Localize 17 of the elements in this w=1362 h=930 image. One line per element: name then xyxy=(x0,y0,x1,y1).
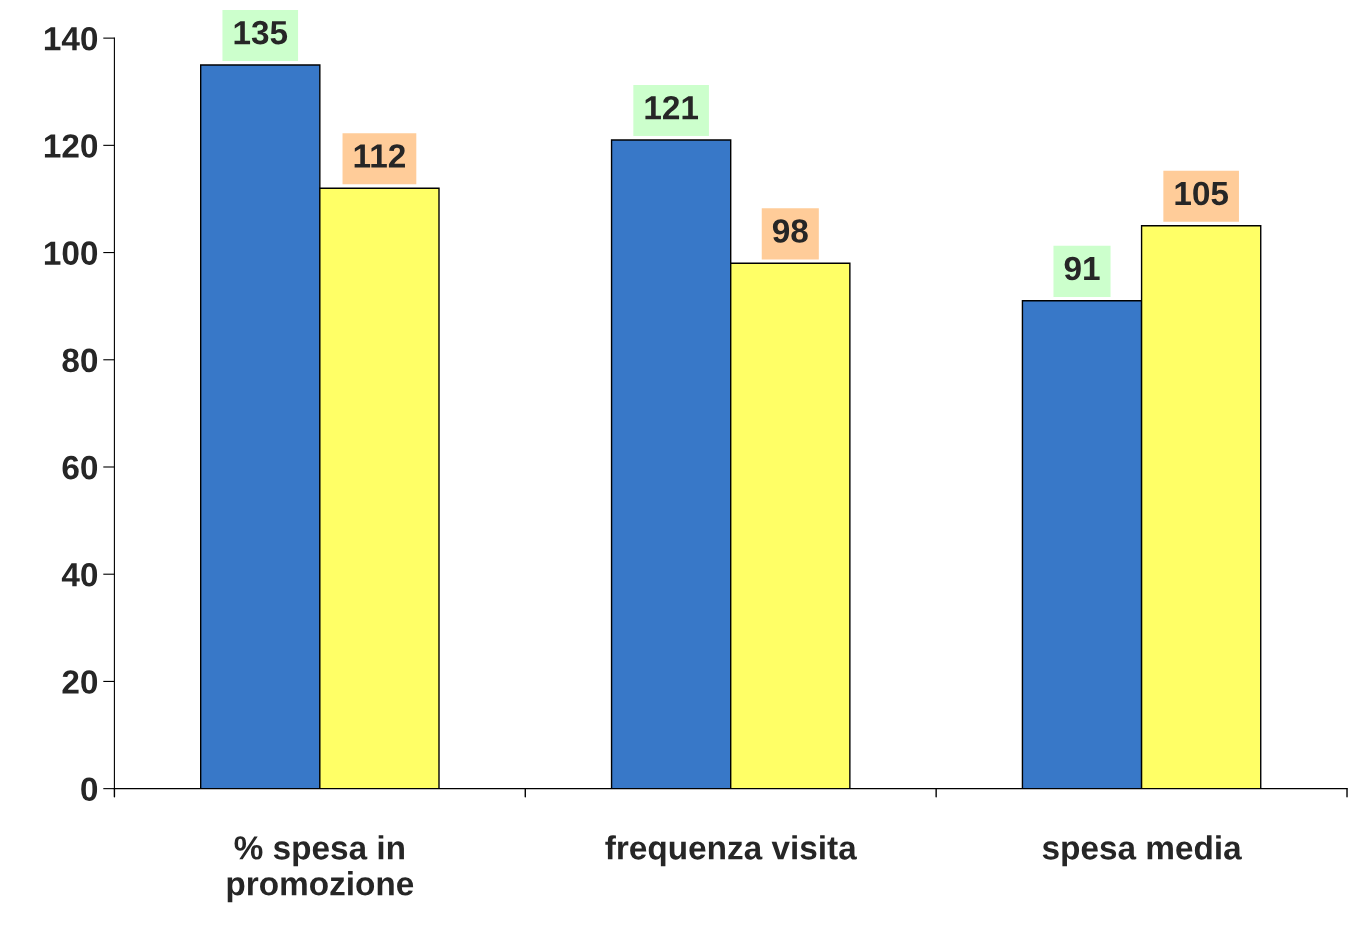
data-label: 91 xyxy=(1064,256,1100,281)
x-tick-label: frequenza visita xyxy=(605,835,857,867)
y-tick-label: 120 xyxy=(44,134,98,158)
data-label: 105 xyxy=(1175,181,1229,206)
y-tick-label: 0 xyxy=(81,777,98,802)
x-tick-label: spesa media xyxy=(1042,835,1242,867)
y-tick-label: 80 xyxy=(62,348,98,373)
data-label: 98 xyxy=(772,219,808,243)
y-tick-label: 40 xyxy=(61,563,98,587)
y-tick-label: 100 xyxy=(44,241,98,265)
x-tick-label: % spesa in promozione xyxy=(227,835,414,903)
y-tick-label: 20 xyxy=(62,670,98,694)
y-tick-label: 60 xyxy=(62,455,98,480)
data-label: 121 xyxy=(645,95,699,120)
data-label: 135 xyxy=(234,20,288,45)
y-tick-label: 140 xyxy=(44,26,98,51)
data-label: 112 xyxy=(354,144,405,168)
